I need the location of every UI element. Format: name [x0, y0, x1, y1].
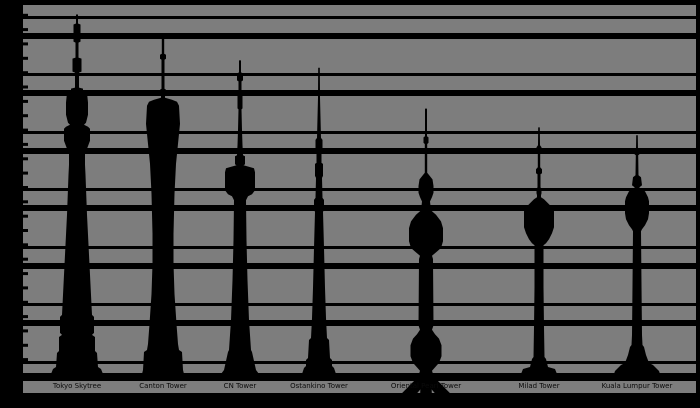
gridline: [20, 361, 696, 364]
y-axis-tick: [20, 358, 28, 362]
gridline: [20, 33, 696, 39]
tower-silhouette-oriental-pearl-tower: [402, 108, 450, 393]
gridline: [20, 246, 696, 249]
gridline: [20, 73, 696, 76]
gridline: [20, 320, 696, 326]
y-axis-tick: [20, 243, 28, 247]
gridline: [20, 263, 696, 269]
tower-shape: [51, 14, 103, 374]
gridline: [20, 90, 696, 96]
x-axis-label-milad-tower: Milad Tower: [518, 382, 560, 390]
plot-area: Tokyo Skytree Canton Tower CN Tower Osta…: [20, 5, 696, 393]
gridline: [20, 205, 696, 211]
y-axis-line: [20, 5, 23, 393]
x-axis-label-row: Tokyo Skytree Canton Tower CN Tower Osta…: [20, 382, 696, 396]
tower-shape: [428, 374, 450, 393]
y-axis-tick: [20, 200, 28, 204]
y-axis-tick: [20, 56, 28, 60]
y-axis-tick: [20, 257, 28, 261]
y-axis-tick: [20, 99, 28, 103]
y-axis-tick: [20, 343, 28, 347]
tower-shape: [402, 374, 424, 393]
y-axis-tick: [20, 142, 28, 146]
y-axis-tick: [20, 272, 28, 276]
gridline: [20, 373, 696, 381]
y-axis-tick: [20, 214, 28, 218]
x-axis-label-cn-tower: CN Tower: [223, 382, 257, 390]
y-axis-tick: [20, 13, 28, 17]
tower-silhouette-tokyo-skytree: [51, 14, 103, 374]
tower-silhouette-canton-tower: [142, 33, 184, 375]
tower-silhouette-milad-tower: [521, 127, 557, 375]
tower-shape: [409, 108, 443, 374]
tower-shape: [221, 60, 259, 375]
tower-shape: [302, 67, 336, 375]
x-axis-label-tokyo-skytree: Tokyo Skytree: [52, 382, 102, 390]
y-axis-tick: [20, 42, 28, 46]
y-axis-tick: [20, 329, 28, 333]
tower-silhouettes-canvas: [20, 5, 660, 393]
x-axis-label-oriental-pearl: Oriental Pearl Tower: [390, 382, 462, 390]
tower-silhouette-ostankino-tower: [302, 67, 336, 375]
y-axis-tick: [20, 286, 28, 290]
tower-silhouette-cn-tower: [221, 60, 259, 375]
x-axis-label-canton-tower: Canton Tower: [139, 382, 187, 390]
y-axis-tick: [20, 114, 28, 118]
y-axis-tick: [20, 186, 28, 189]
gridline: [20, 303, 696, 306]
y-axis-tick: [20, 128, 28, 132]
y-axis-tick: [20, 28, 28, 32]
y-axis-tick: [20, 157, 28, 161]
y-axis-tick: [20, 300, 28, 304]
x-axis-label-kl-tower: Kuala Lumpur Tower: [601, 382, 673, 390]
x-axis-label-ostankino-tower: Ostankino Tower: [290, 382, 348, 390]
tower-silhouette-kuala-lumpur-tower: [614, 135, 660, 374]
y-axis-tick: [20, 229, 28, 232]
gridline: [20, 16, 696, 19]
tower-shape: [614, 135, 660, 374]
tower-shape: [142, 33, 184, 375]
gridline: [20, 188, 696, 191]
y-axis-tick: [20, 71, 28, 75]
tower-shape: [521, 127, 557, 375]
y-axis-tick: [20, 85, 28, 89]
tower-shape: [420, 371, 432, 393]
gridline: [20, 148, 696, 154]
gridline: [20, 131, 696, 134]
y-axis-tick: [20, 315, 28, 319]
y-axis-tick: [20, 171, 28, 175]
